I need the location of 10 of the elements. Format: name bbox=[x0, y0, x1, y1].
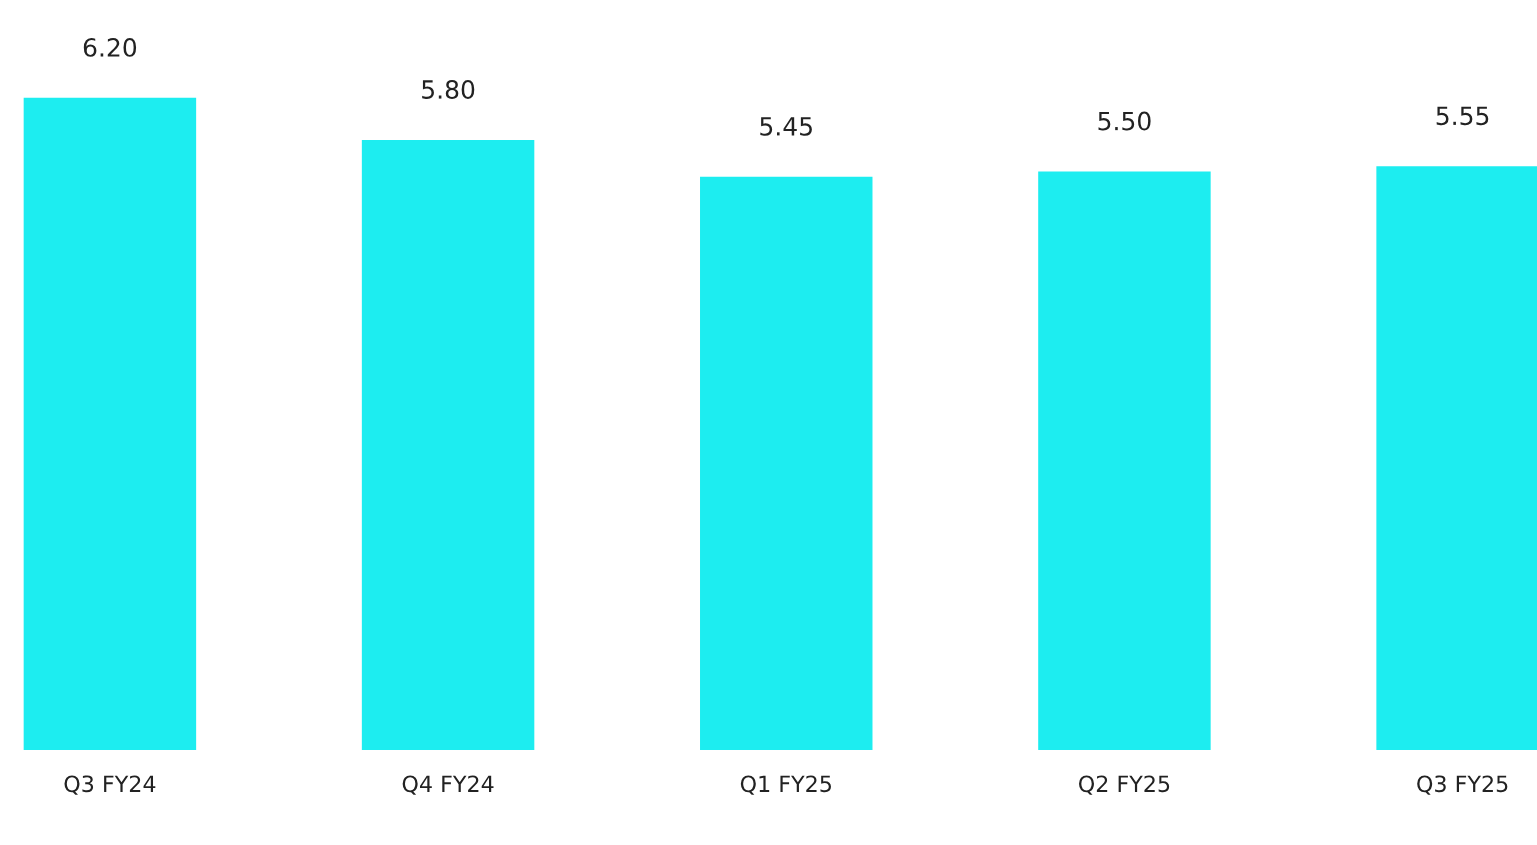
data-label: 5.80 bbox=[422, 80, 475, 99]
data-label: 5.55 bbox=[1436, 106, 1489, 126]
x-tick-label: Q3 FY24 bbox=[64, 775, 156, 795]
data-label: 5.45 bbox=[760, 117, 812, 136]
data-label: 6.20 bbox=[83, 37, 137, 57]
x-tick-label: Q4 FY24 bbox=[402, 775, 494, 795]
x-tick-label: Q2 FY25 bbox=[1079, 775, 1170, 795]
x-tick-label: Q1 FY25 bbox=[740, 775, 831, 795]
data-label: 5.50 bbox=[1098, 111, 1151, 131]
x-tick-label: Q3 FY25 bbox=[1417, 775, 1508, 795]
